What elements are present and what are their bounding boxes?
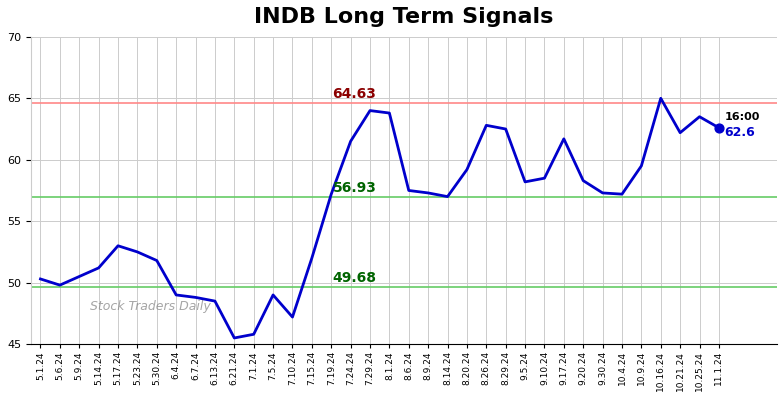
Point — [713, 125, 725, 131]
Text: 49.68: 49.68 — [332, 271, 376, 285]
Text: 62.6: 62.6 — [724, 126, 756, 139]
Text: 56.93: 56.93 — [332, 181, 376, 195]
Title: INDB Long Term Signals: INDB Long Term Signals — [254, 7, 554, 27]
Text: 64.63: 64.63 — [332, 87, 376, 101]
Text: 16:00: 16:00 — [724, 112, 760, 122]
Text: Stock Traders Daily: Stock Traders Daily — [90, 300, 211, 313]
